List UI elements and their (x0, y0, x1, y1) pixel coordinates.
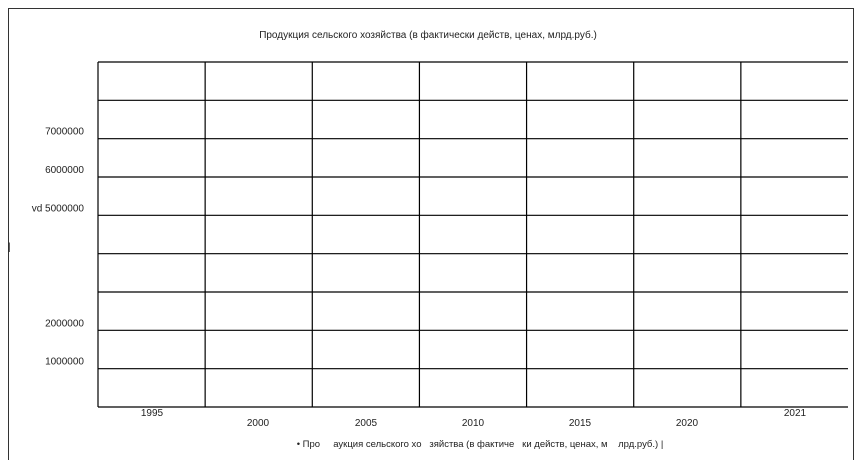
x-axis-ticks: 1995 2000 2005 2010 2015 2020 2021 (141, 408, 807, 429)
y-tick-label: 1000000 (45, 357, 84, 368)
y-axis-ticks: 7000000 6000000 vd 5000000 2000000 1000000 (32, 127, 85, 368)
y-tick-label: 6000000 (45, 165, 84, 176)
x-tick-label: 2020 (676, 418, 699, 429)
chart-frame (8, 8, 854, 460)
y-tick-label: 2000000 (45, 318, 84, 329)
stray-mark: | (8, 242, 11, 253)
x-tick-label: 2010 (462, 418, 485, 429)
x-tick-label: 2005 (355, 418, 378, 429)
y-tick-label: 7000000 (45, 127, 84, 138)
x-tick-label: 2015 (569, 418, 592, 429)
x-tick-label: 1995 (141, 408, 164, 419)
chart-title: Продукция сельского хозяйства (в фактиче… (259, 29, 597, 41)
legend: • Про аукция сельского хо зяйства (в фак… (297, 439, 664, 450)
x-tick-label: 2021 (784, 408, 807, 419)
y-tick-label: vd 5000000 (32, 203, 85, 214)
x-tick-label: 2000 (247, 418, 270, 429)
grid (97, 61, 848, 408)
